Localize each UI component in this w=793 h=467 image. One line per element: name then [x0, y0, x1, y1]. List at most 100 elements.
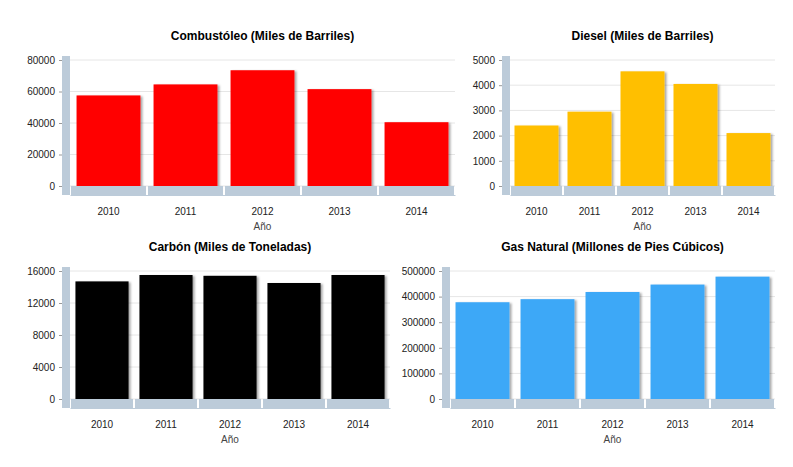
bar	[521, 299, 575, 399]
x-axis-title: Año	[604, 434, 622, 445]
category-cell	[148, 186, 223, 195]
bar	[331, 275, 384, 399]
tick: 400000	[402, 291, 442, 302]
axis-line	[511, 195, 776, 196]
category-cell	[263, 399, 325, 408]
bar	[456, 302, 510, 399]
tick-label: 2010	[471, 419, 494, 430]
category-cell	[327, 399, 389, 408]
tick: 20000	[27, 149, 62, 160]
tick: 2010	[97, 195, 120, 217]
tick: 80000	[27, 55, 62, 66]
tick: 8000	[33, 330, 62, 341]
tick-label: 100000	[402, 368, 436, 379]
category-cell	[723, 186, 774, 195]
bar	[267, 283, 320, 399]
tick-label: 2011	[155, 419, 177, 430]
tick: 2013	[283, 408, 306, 430]
tick: 200000	[402, 343, 442, 354]
tick-label: 400000	[402, 291, 436, 302]
tick: 300000	[402, 317, 442, 328]
tick-label: 2012	[219, 419, 242, 430]
bar	[727, 133, 771, 186]
bar	[621, 71, 665, 186]
tick: 2014	[737, 195, 760, 217]
tick: 500000	[402, 266, 442, 277]
category-cell	[581, 399, 644, 408]
tick-mark	[439, 271, 442, 272]
bar	[586, 292, 640, 399]
x-axis: 20102011201220132014	[71, 408, 391, 430]
chart-title: Gas Natural (Millones de Pies Cúbicos)	[501, 240, 724, 254]
category-cell	[135, 399, 197, 408]
x-axis-title: Año	[634, 221, 652, 232]
tick-label: 500000	[402, 266, 436, 277]
tick: 2012	[251, 195, 274, 217]
tick: 4000	[473, 80, 502, 91]
chart-title: Diesel (Miles de Barriles)	[571, 29, 713, 43]
grid	[450, 271, 775, 399]
tick: 2012	[631, 195, 654, 217]
tick: 2011	[155, 408, 177, 430]
category-cell	[670, 186, 721, 195]
axis-band	[62, 267, 70, 408]
tick: 5000	[473, 55, 502, 66]
tick: 100000	[402, 368, 442, 379]
tick-mark	[59, 399, 62, 400]
axis-line	[499, 61, 503, 187]
tick-mark	[439, 348, 442, 349]
grid-line	[510, 60, 775, 61]
tick: 0	[49, 181, 62, 192]
tick-mark	[59, 303, 62, 304]
tick: 2014	[405, 195, 428, 217]
grid	[70, 60, 455, 186]
bar	[716, 277, 770, 399]
category-cell	[511, 186, 562, 195]
tick-label: 5000	[473, 55, 496, 66]
tick-mark	[499, 85, 502, 86]
category-cell	[516, 399, 579, 408]
tick-mark	[499, 161, 502, 162]
tick-label: 2000	[473, 130, 496, 141]
tick-label: 2014	[731, 419, 754, 430]
bar	[77, 95, 141, 186]
category-cell	[199, 399, 261, 408]
axis-line	[451, 408, 776, 409]
tick-mark	[59, 92, 62, 93]
tick: 2010	[525, 195, 548, 217]
tick-label: 0	[489, 181, 495, 192]
tick-label: 2011	[537, 419, 559, 430]
tick-label: 2013	[684, 206, 707, 217]
category-cell	[225, 186, 300, 195]
tick: 60000	[27, 86, 62, 97]
tick: 40000	[27, 118, 62, 129]
tick-label: 2013	[328, 206, 351, 217]
grid	[510, 60, 775, 186]
tick-label: 2012	[251, 206, 274, 217]
category-cell	[564, 186, 615, 195]
x-axis: 20102011201220132014	[71, 195, 456, 217]
tick-label: 0	[429, 394, 435, 405]
tick: 4000	[33, 362, 62, 373]
tick: 2014	[731, 408, 754, 430]
tick-label: 2012	[631, 206, 654, 217]
category-band	[511, 186, 774, 195]
tick: 2011	[579, 195, 601, 217]
axis-line	[439, 272, 443, 400]
tick: 2000	[473, 130, 502, 141]
tick-label: 4000	[33, 362, 56, 373]
bar	[139, 275, 192, 399]
tick-mark	[439, 399, 442, 400]
tick-label: 4000	[473, 80, 496, 91]
tick-mark	[439, 297, 442, 298]
bar	[568, 112, 612, 186]
tick-mark	[499, 136, 502, 137]
category-cell	[71, 186, 146, 195]
tick-mark	[499, 186, 502, 187]
tick-label: 8000	[33, 330, 56, 341]
tick-label: 16000	[27, 266, 55, 277]
category-band	[71, 186, 454, 195]
bar	[154, 84, 218, 186]
tick: 2012	[601, 408, 624, 430]
bar	[515, 126, 559, 186]
